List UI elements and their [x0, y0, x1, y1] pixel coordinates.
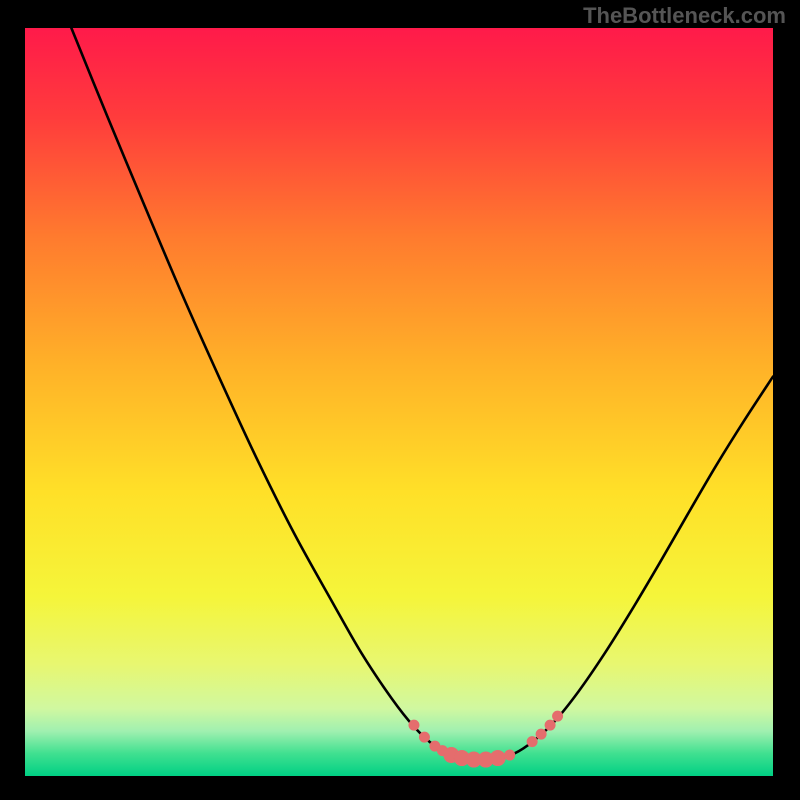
- marker-point: [505, 750, 515, 760]
- watermark-label: TheBottleneck.com: [583, 3, 786, 29]
- marker-point: [553, 711, 563, 721]
- marker-point: [536, 729, 546, 739]
- marker-point: [527, 737, 537, 747]
- marker-point: [409, 720, 419, 730]
- marker-point: [490, 751, 505, 766]
- plot-background: [25, 28, 773, 776]
- bottleneck-chart: [0, 0, 800, 800]
- marker-point: [545, 720, 555, 730]
- marker-point: [419, 732, 429, 742]
